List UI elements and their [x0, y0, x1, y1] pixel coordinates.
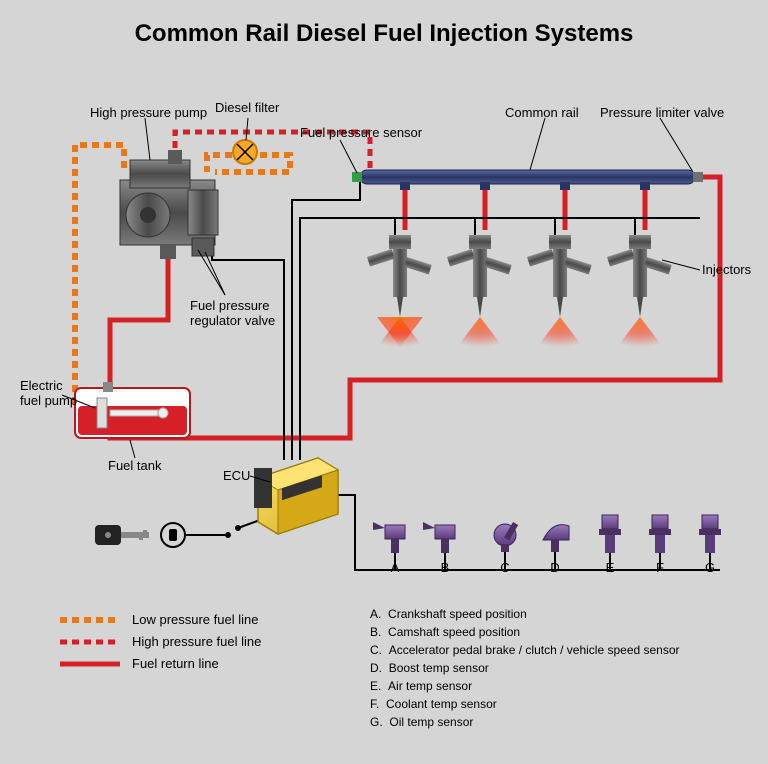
label-ecu: ECU — [223, 468, 250, 483]
diagram-canvas: Common Rail Diesel Fuel Injection System… — [0, 0, 768, 764]
label-fp-regulator: Fuel pressure regulator valve — [190, 298, 275, 328]
fuel-tank — [75, 382, 190, 438]
label-hp-pump: High pressure pump — [90, 105, 207, 120]
sensor-letter-a: A — [385, 560, 405, 575]
sensor-letter-c: C — [495, 560, 515, 575]
label-electric-pump: Electric fuel pump — [20, 378, 77, 408]
label-common-rail: Common rail — [505, 105, 579, 120]
sensor-letter-b: B — [435, 560, 455, 575]
injectors — [367, 235, 672, 347]
label-diesel-filter: Diesel filter — [215, 100, 279, 115]
sensor-letter-f: F — [650, 560, 670, 575]
label-fuel-tank: Fuel tank — [108, 458, 161, 473]
ecu — [254, 458, 338, 534]
high-pressure-pump — [120, 150, 218, 259]
sensor-letter-e: E — [600, 560, 620, 575]
legend-low: Low pressure fuel line — [132, 612, 258, 627]
legend-high: High pressure fuel line — [132, 634, 261, 649]
common-rail — [352, 170, 703, 190]
legend-return: Fuel return line — [132, 656, 219, 671]
ignition-key — [95, 523, 185, 547]
diesel-filter — [233, 140, 257, 164]
label-injectors: Injectors — [702, 262, 751, 277]
sensor-row — [373, 515, 721, 553]
sensor-legend: A. Crankshaft speed position B. Camshaft… — [370, 605, 680, 731]
label-fp-sensor: Fuel pressure sensor — [300, 125, 422, 140]
label-pressure-limiter: Pressure limiter valve — [600, 105, 724, 120]
sensor-letter-g: G — [700, 560, 720, 575]
legend — [60, 620, 120, 664]
sensor-letter-d: D — [545, 560, 565, 575]
